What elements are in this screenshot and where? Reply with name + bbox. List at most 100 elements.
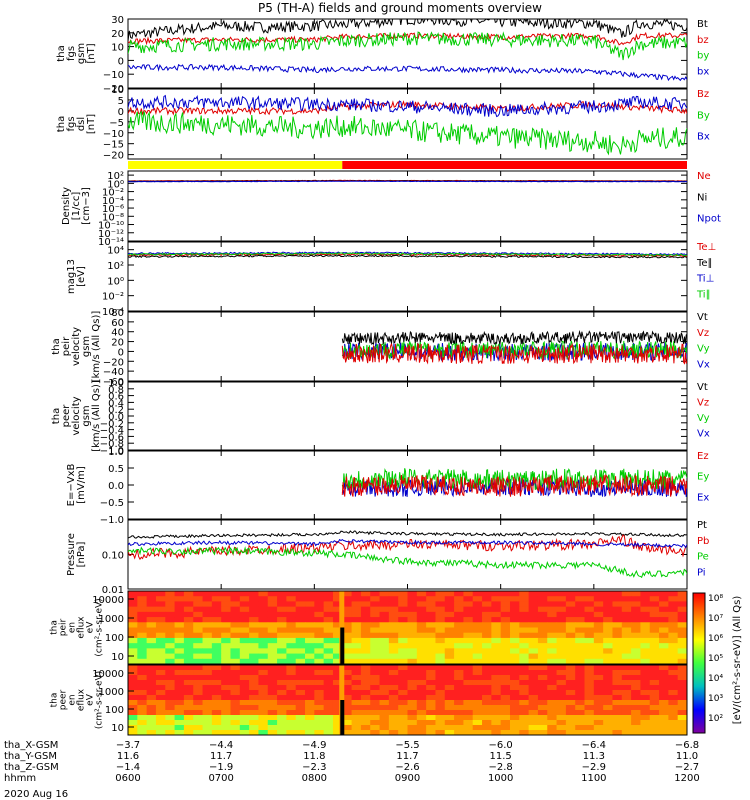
spectrogram-cell [379,665,390,671]
spectrogram-cell [668,658,679,665]
spectrogram-cell [267,658,278,665]
spectrogram-cell [277,653,287,660]
spectrogram-cell [342,725,353,731]
spectrogram-cell [584,648,595,655]
spectrogram-cell [342,690,353,696]
spectrogram-cell [267,700,278,706]
spectrogram-cell [435,591,446,597]
spectrogram-cell [174,648,185,655]
spectrogram-cell [398,601,408,608]
spectrogram-cell [174,680,185,686]
spectrogram-cell [211,680,222,686]
spectrogram-cell [342,695,353,701]
spectrogram-cell [351,675,362,681]
spectrogram-cell [482,725,492,731]
spectrogram-cell [202,675,213,681]
spectrogram-cell [435,653,446,660]
spectrogram-cell [407,617,418,623]
x-tick-label: −2.7 [675,762,699,773]
spectrogram-cell [547,680,558,686]
spectrogram-cell [444,637,455,644]
spectrogram-cell [612,643,623,649]
spectrogram-cell [165,720,176,726]
spectrogram-cell [491,700,502,706]
spectrogram-cell [621,617,632,623]
spectrogram-cell [565,670,576,676]
spectrogram-cell [649,601,660,608]
spectrogram-cell [239,670,250,676]
spectrogram-cell [174,705,185,711]
x-tick-label: 11.6 [117,751,139,762]
spectrogram-cell [491,685,502,691]
spectrogram-cell [379,601,390,608]
spectrogram-cell [360,643,371,649]
spectrogram-cell [249,715,259,721]
spectrogram-cell [612,695,623,701]
spectrogram-cell [603,715,613,721]
spectrogram-cell [621,596,632,602]
spectrogram-cell [537,665,548,671]
spectrogram-cell [155,611,166,618]
spectrogram-cell [640,705,651,711]
spectrogram-cell [621,637,632,644]
legend-Ni: Ni [697,192,707,203]
spectrogram-cell [668,632,679,639]
spectrogram-cell [128,643,138,649]
spectrogram-cell [221,643,231,649]
spectrogram-cell [370,670,381,676]
spectrogram-cell [556,715,567,721]
spectrogram-cell [146,690,157,696]
spectrogram-cell [249,710,259,716]
spectrogram-cell [435,720,446,726]
spectrogram-cell [398,710,408,716]
spectrogram-cell [407,632,418,639]
spectrogram-cell [435,648,446,655]
data-gap [340,700,345,735]
spectrogram-cell [463,627,474,634]
spectrogram-cell [249,685,259,691]
spectrogram-cell [426,675,436,681]
spectrogram-cell [416,670,427,676]
spectrogram-cell [360,658,371,665]
spectrogram-cell [211,637,222,644]
spectrogram-cell [454,695,464,701]
spectrogram-cell [416,653,427,660]
spectrogram-cell [230,695,241,701]
spectrogram-cell [435,632,446,639]
spectrogram-cell [165,665,176,671]
spectrogram-cell [202,670,213,676]
spectrogram-cell [398,690,408,696]
spectrogram-cell [426,730,436,736]
spectrogram-cell [370,690,381,696]
spectrogram-cell [519,591,530,597]
spectrogram-cell [360,720,371,726]
spectrogram-cell [509,622,520,628]
spectrogram-cell [351,643,362,649]
y-axis-label: E=−VxB[mV/m] [66,464,87,507]
spectrogram-cell [668,700,679,706]
spectrogram-cell [593,637,604,644]
spectrogram-cell [379,685,390,691]
x-tick-label: −6.8 [675,740,699,751]
spectrogram-cell [332,675,343,681]
spectrogram-cell [211,665,222,671]
spectrogram-cell [575,601,586,608]
spectrogram-cell [575,725,586,731]
spectrogram-cell [640,725,651,731]
spectrogram-cell [155,627,166,634]
spectrogram-cell [435,705,446,711]
spectrogram-cell [360,705,371,711]
spectrogram-cell [146,675,157,681]
spectrogram-cell [258,648,269,655]
spectrogram-cell [482,606,492,613]
spectrogram-cell [174,690,185,696]
spectrogram-cell [221,622,231,628]
spectrogram-cell [202,695,213,701]
spectrogram-cell [286,622,297,628]
spectrogram-cell [398,606,408,613]
spectrogram-cell [286,675,297,681]
spectrogram-cell [249,637,259,644]
spectrogram-cell [305,720,315,726]
spectrogram-cell [584,632,595,639]
